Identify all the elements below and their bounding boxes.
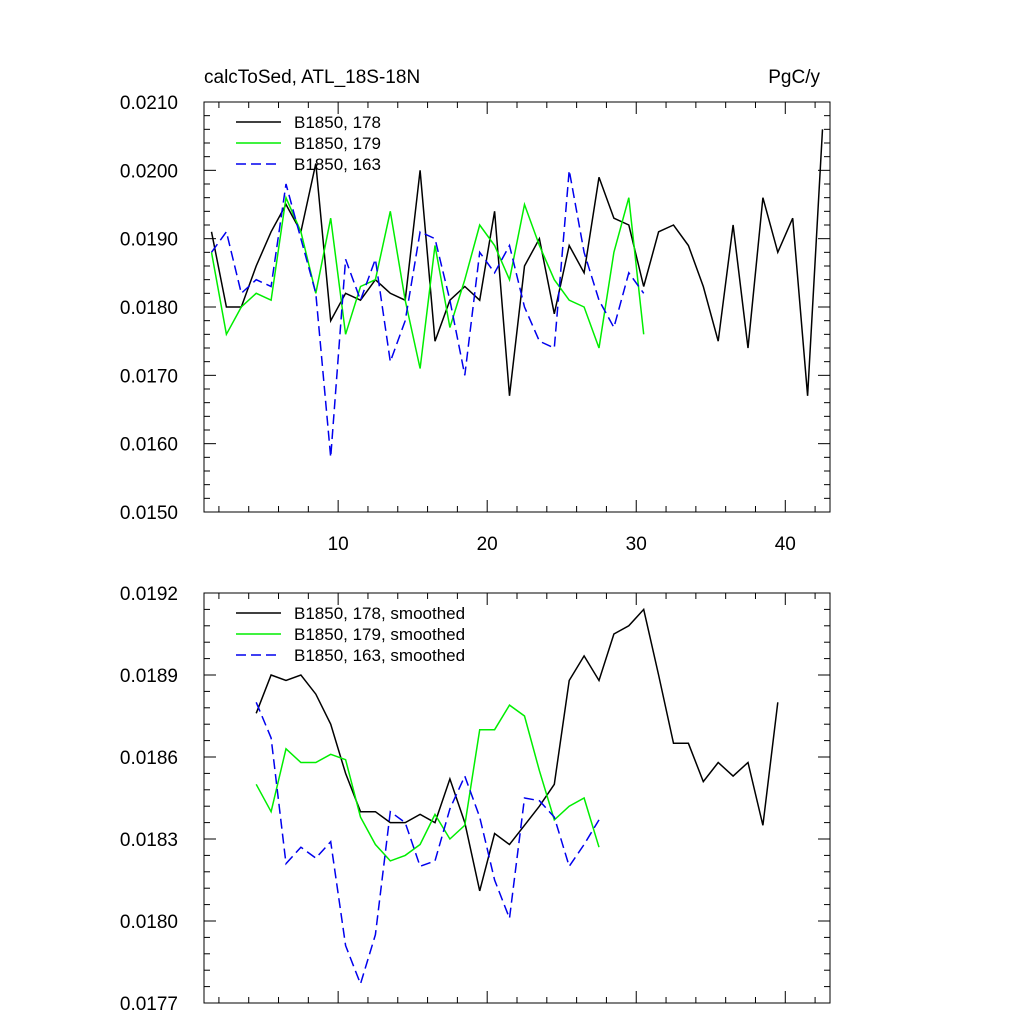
y-tick-label: 0.0170 bbox=[120, 366, 178, 387]
x-tick-label: 10 bbox=[328, 534, 349, 555]
y-tick-label: 0.0200 bbox=[120, 161, 178, 182]
y-tick-label: 0.0190 bbox=[120, 230, 178, 251]
series-line-2 bbox=[255, 704, 600, 862]
top-chart-units: PgC/y bbox=[768, 67, 820, 88]
y-tick-label: 0.0210 bbox=[120, 93, 178, 114]
y-tick-label: 0.0186 bbox=[120, 748, 178, 769]
series-line-3 bbox=[255, 702, 600, 987]
y-tick-label: 0.0177 bbox=[120, 994, 178, 1015]
y-tick-label: 0.0192 bbox=[120, 584, 178, 605]
bottom-chart-legend: B1850, 178, smoothed B1850, 179, smoothed… bbox=[236, 604, 465, 665]
legend-entry-label: B1850, 179 bbox=[294, 134, 381, 153]
x-tick-label: 20 bbox=[477, 534, 498, 555]
series-line-1 bbox=[255, 607, 779, 892]
series-line-2 bbox=[210, 194, 645, 369]
legend-entry-label: B1850, 178, smoothed bbox=[294, 604, 465, 623]
y-tick-label: 0.0180 bbox=[120, 912, 178, 933]
y-tick-label: 0.0150 bbox=[120, 503, 178, 524]
x-tick-label: 30 bbox=[626, 534, 647, 555]
series-line-1 bbox=[210, 129, 824, 396]
y-tick-label: 0.0180 bbox=[120, 298, 178, 319]
bottom-chart-series bbox=[255, 607, 779, 987]
top-chart-series bbox=[210, 129, 824, 458]
bottom-chart: 0.0177 0.0180 0.0183 0.0186 0.0189 0.0192 B18… bbox=[120, 584, 831, 1015]
top-chart: calcToSed, ATL_18S-18N PgC/y 10 20 30 40 0.0… bbox=[120, 67, 831, 555]
bottom-chart-frame bbox=[203, 592, 831, 1004]
y-tick-label: 0.0183 bbox=[120, 830, 178, 851]
top-chart-frame bbox=[203, 101, 831, 513]
legend-entry-label: B1850, 179, smoothed bbox=[294, 625, 465, 644]
legend-entry-label: B1850, 178 bbox=[294, 113, 381, 132]
top-chart-title: calcToSed, ATL_18S-18N bbox=[204, 67, 420, 88]
x-tick-label: 40 bbox=[775, 534, 796, 555]
bottom-chart-axes: 0.0177 0.0180 0.0183 0.0186 0.0189 0.0192 bbox=[120, 584, 830, 1015]
y-tick-label: 0.0160 bbox=[120, 435, 178, 456]
legend-entry-label: B1850, 163 bbox=[294, 155, 381, 174]
top-chart-axes: 10 20 30 40 0.0150 0.0160 0.0170 0.0180 0.0190 0.… bbox=[120, 93, 830, 555]
legend-entry-label: B1850, 163, smoothed bbox=[294, 646, 465, 665]
series-line-3 bbox=[210, 170, 645, 458]
top-chart-legend: B1850, 178 B1850, 179 B1850, 163 bbox=[236, 113, 381, 174]
y-tick-label: 0.0189 bbox=[120, 666, 178, 687]
